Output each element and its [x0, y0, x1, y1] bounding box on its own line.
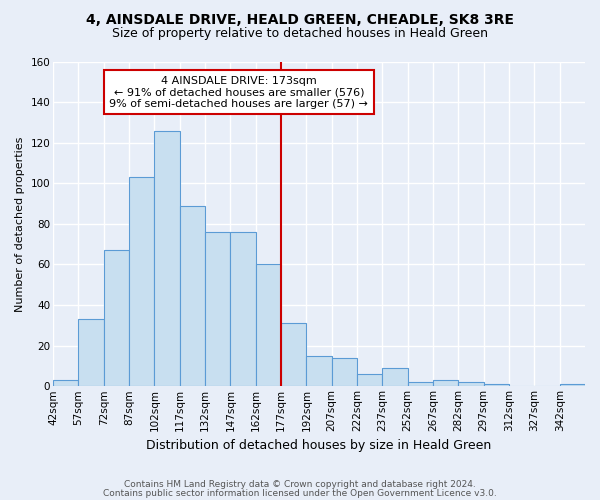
Bar: [180, 206, 205, 386]
Text: Contains HM Land Registry data © Crown copyright and database right 2024.: Contains HM Land Registry data © Crown c…: [124, 480, 476, 489]
Y-axis label: Number of detached properties: Number of detached properties: [15, 136, 25, 312]
Bar: [433, 380, 458, 386]
Bar: [256, 264, 281, 386]
X-axis label: Distribution of detached houses by size in Heald Green: Distribution of detached houses by size …: [146, 440, 491, 452]
Bar: [129, 177, 154, 386]
Bar: [382, 368, 407, 386]
Bar: [281, 324, 307, 386]
Text: 4, AINSDALE DRIVE, HEALD GREEN, CHEADLE, SK8 3RE: 4, AINSDALE DRIVE, HEALD GREEN, CHEADLE,…: [86, 12, 514, 26]
Text: Size of property relative to detached houses in Heald Green: Size of property relative to detached ho…: [112, 28, 488, 40]
Bar: [205, 232, 230, 386]
Bar: [458, 382, 484, 386]
Bar: [53, 380, 79, 386]
Bar: [79, 320, 104, 386]
Bar: [407, 382, 433, 386]
Bar: [104, 250, 129, 386]
Bar: [332, 358, 357, 386]
Text: 4 AINSDALE DRIVE: 173sqm
← 91% of detached houses are smaller (576)
9% of semi-d: 4 AINSDALE DRIVE: 173sqm ← 91% of detach…: [109, 76, 368, 109]
Bar: [230, 232, 256, 386]
Bar: [307, 356, 332, 386]
Bar: [560, 384, 585, 386]
Bar: [484, 384, 509, 386]
Text: Contains public sector information licensed under the Open Government Licence v3: Contains public sector information licen…: [103, 488, 497, 498]
Bar: [357, 374, 382, 386]
Bar: [154, 130, 180, 386]
